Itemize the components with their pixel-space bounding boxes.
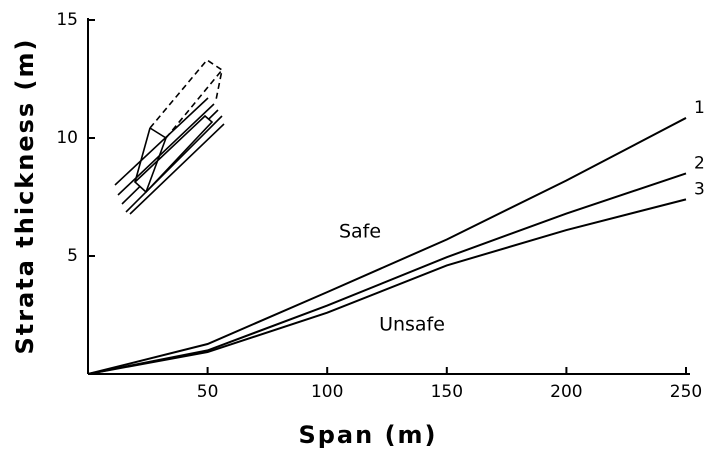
x-axis-label: Span (m) — [298, 421, 437, 449]
annotation: Safe — [339, 221, 381, 243]
series-label: 3 — [694, 179, 705, 199]
x-tick-label: 150 — [431, 382, 463, 402]
page: Span (m) Strata thickness (m) 50 100 150 20… — [0, 0, 712, 454]
annotation: Unsafe — [379, 314, 445, 336]
y-tick-label: 5 — [67, 246, 78, 266]
x-tick-label: 250 — [670, 382, 702, 402]
x-tick-label: 200 — [550, 382, 582, 402]
x-tick-label: 100 — [311, 382, 343, 402]
series-line — [88, 199, 686, 374]
x-tick-label: 50 — [197, 382, 219, 402]
series-label: 1 — [694, 98, 705, 118]
series-label: 2 — [694, 153, 705, 173]
inset-diagram — [115, 60, 224, 214]
y-tick-label: 15 — [56, 10, 78, 30]
series-line — [88, 173, 686, 374]
y-axis-label: Strata thickness (m) — [11, 37, 39, 354]
y-tick-label: 10 — [56, 128, 78, 148]
chart: Span (m) Strata thickness (m) 50 100 150 20… — [0, 0, 712, 454]
